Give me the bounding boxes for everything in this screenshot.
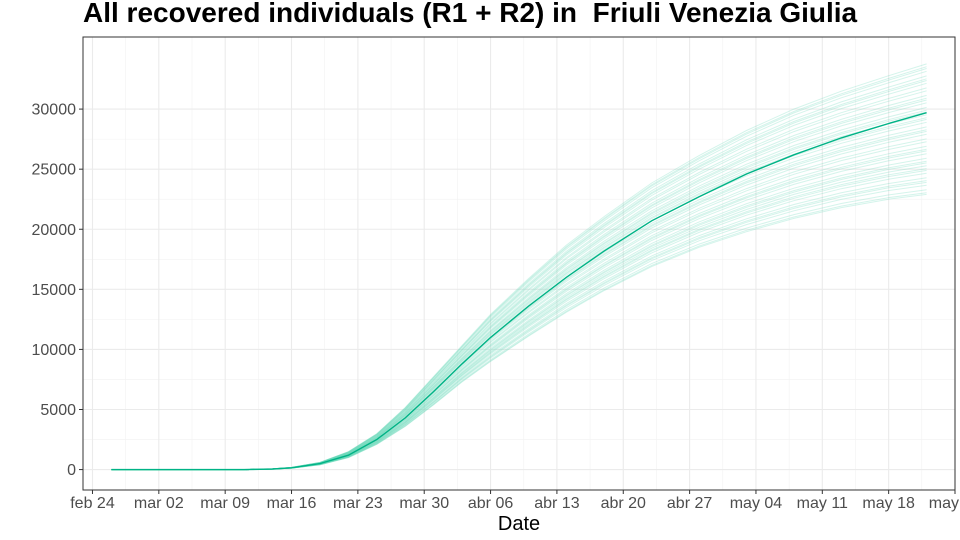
y-tick-label: 20000 bbox=[32, 222, 77, 239]
x-tick-label: may 25 bbox=[929, 495, 960, 512]
y-tick-label: 15000 bbox=[32, 282, 77, 299]
y-tick-label: 30000 bbox=[32, 102, 77, 119]
x-tick-label: abr 20 bbox=[601, 495, 646, 512]
x-tick-label: may 18 bbox=[862, 495, 915, 512]
x-tick-label: feb 24 bbox=[70, 495, 115, 512]
x-tick-label: mar 30 bbox=[399, 495, 449, 512]
x-tick-label: abr 27 bbox=[667, 495, 712, 512]
x-tick-label: may 11 bbox=[797, 495, 848, 512]
x-tick-label: mar 02 bbox=[134, 495, 184, 512]
x-tick-label: abr 13 bbox=[534, 495, 579, 512]
x-tick-label: mar 23 bbox=[333, 495, 383, 512]
y-tick-label: 5000 bbox=[40, 402, 76, 419]
plot-background bbox=[83, 37, 955, 490]
chart-title: All recovered individuals (R1 + R2) in F… bbox=[83, 0, 858, 28]
plot-border bbox=[82, 36, 956, 491]
x-axis-title: Date bbox=[498, 513, 540, 535]
y-tick-label: 0 bbox=[67, 462, 76, 479]
series-line bbox=[111, 112, 927, 471]
x-tick-label: may 04 bbox=[730, 495, 783, 512]
x-tick-label: mar 16 bbox=[267, 495, 317, 512]
x-tick-label: abr 06 bbox=[468, 495, 513, 512]
x-tick-label: mar 09 bbox=[200, 495, 250, 512]
y-tick-label: 10000 bbox=[32, 342, 77, 359]
y-tick-label: 25000 bbox=[32, 162, 77, 179]
